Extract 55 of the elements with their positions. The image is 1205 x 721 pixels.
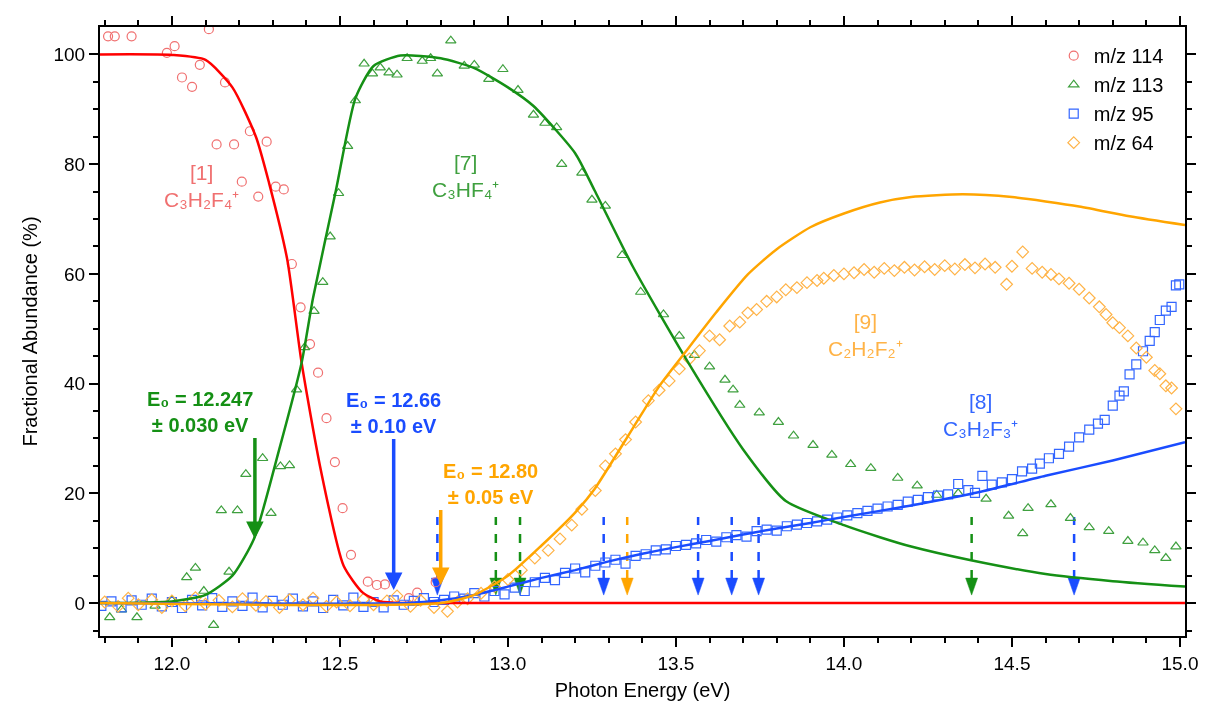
point [109, 31, 120, 42]
x-tick-label: 12.5 [321, 652, 359, 674]
point [126, 31, 137, 42]
point [194, 59, 205, 70]
point [329, 456, 340, 468]
point [312, 367, 324, 378]
legend-label: m/z 95 [1093, 103, 1154, 126]
x-tick-label: 14.5 [993, 652, 1031, 674]
point [286, 258, 297, 270]
point [270, 181, 281, 192]
point [228, 139, 240, 150]
point [102, 31, 114, 42]
point [362, 576, 373, 587]
annotation: [9] C₂H₂F₂⁺ [828, 310, 903, 361]
point [219, 77, 231, 88]
annotation: [7] C₃HF₄⁺ [432, 151, 500, 202]
x-axis-title: Photon Energy (eV) [554, 678, 731, 701]
point [169, 41, 180, 52]
point [253, 191, 264, 202]
annotation: E₀ = 12.80 ± 0.05 eV [443, 460, 539, 508]
y-tick-label: 0 [74, 592, 86, 614]
x-tick-label: 14.0 [825, 652, 863, 674]
x-tick-label: 15.0 [1161, 652, 1199, 674]
legend-label: m/z 113 [1093, 74, 1164, 97]
point [236, 176, 247, 187]
point [337, 503, 348, 514]
annotation: [1] C₃H₂F₄⁺ [164, 161, 240, 212]
x-tick-label: 12.0 [153, 652, 191, 674]
annotation: E₀ = 12.66 ± 0.10 eV [346, 389, 442, 437]
point [371, 579, 382, 591]
point [176, 72, 188, 83]
legend-label: m/z 114 [1093, 45, 1164, 68]
x-tick-label: 13.0 [489, 652, 527, 674]
point [278, 184, 289, 195]
point [321, 413, 332, 424]
point [295, 302, 306, 313]
point [379, 579, 391, 590]
annotation: E₀ = 12.247 ± 0.030 eV [147, 388, 254, 436]
point [412, 587, 423, 598]
point [161, 47, 172, 58]
point [186, 81, 198, 92]
point [261, 136, 272, 147]
y-tick-label: 20 [64, 483, 86, 504]
point [345, 549, 357, 560]
y-tick-label: 40 [64, 373, 86, 395]
point [244, 126, 255, 137]
point [211, 139, 222, 150]
y-tick-label: 60 [64, 263, 86, 285]
annotation: [8] C₃H₂F₃⁺ [943, 390, 1019, 441]
y-axis-title: Fractional Abundance (%) [19, 216, 42, 447]
point [203, 27, 214, 35]
x-tick-label: 13.5 [657, 652, 695, 674]
legend-label: m/z 64 [1093, 132, 1154, 155]
y-tick-label: 80 [64, 153, 86, 175]
y-tick-label: 100 [53, 44, 86, 66]
